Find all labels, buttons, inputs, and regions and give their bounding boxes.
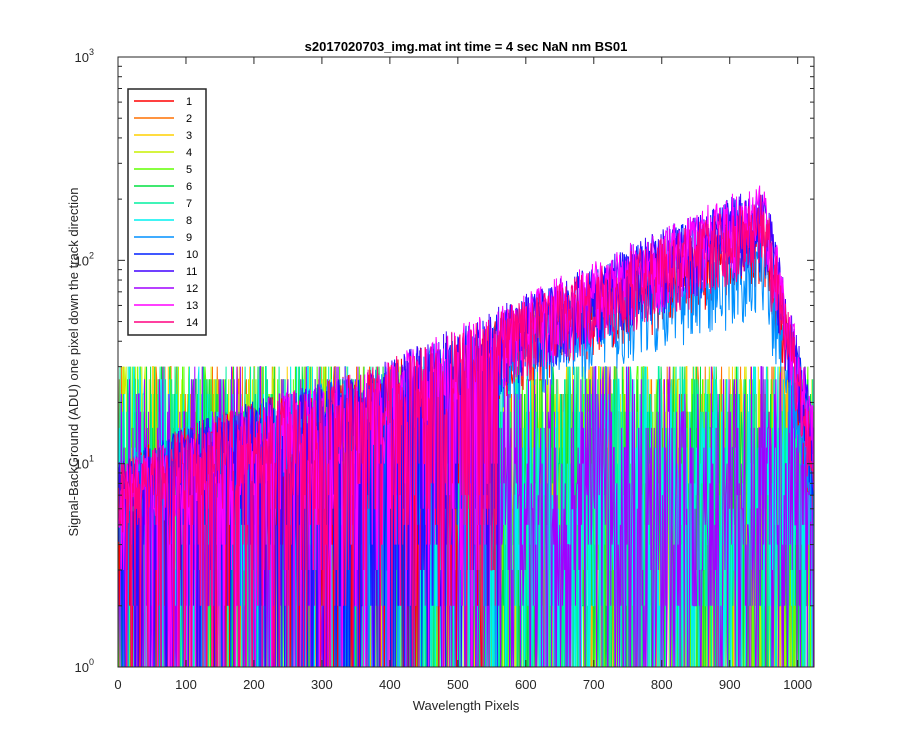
legend-item-10[interactable]: 10: [134, 249, 198, 261]
legend-label: 8: [186, 215, 192, 227]
x-tick-label: 300: [311, 677, 333, 692]
x-axis-label: Wavelength Pixels: [413, 698, 520, 713]
y-tick-exponent: 2: [89, 250, 94, 260]
legend-item-2[interactable]: 2: [134, 113, 192, 125]
series-group: [118, 185, 814, 667]
x-tick-label: 900: [719, 677, 741, 692]
legend-label: 10: [186, 249, 198, 261]
x-tick-label: 800: [651, 677, 673, 692]
x-axis-ticks: 0 100 200 300 400 500 600 700 800 900 1000: [114, 57, 812, 692]
legend-item-11[interactable]: 11: [134, 266, 197, 278]
y-tick-label: 100: [75, 657, 94, 675]
legend-label: 2: [186, 113, 192, 125]
y-tick-label: 102: [75, 250, 94, 268]
legend-item-5[interactable]: 5: [134, 164, 192, 176]
x-tick-label: 600: [515, 677, 537, 692]
plot-frame: [117, 56, 815, 668]
legend-item-8[interactable]: 8: [134, 215, 192, 227]
y-tick-exponent: 3: [89, 47, 94, 57]
x-tick-label: 0: [114, 677, 121, 692]
x-tick-label: 700: [583, 677, 605, 692]
legend-item-7[interactable]: 7: [134, 198, 192, 210]
x-tick-label: 500: [447, 677, 469, 692]
y-tick-exponent: 1: [89, 454, 94, 464]
legend-item-14[interactable]: 14: [134, 317, 198, 329]
legend-item-6[interactable]: 6: [134, 181, 192, 193]
legend-item-9[interactable]: 9: [134, 232, 192, 244]
legend-label: 13: [186, 300, 198, 312]
x-tick-label: 200: [243, 677, 265, 692]
y-axis-label: Signal-BackGround (ADU) one pixel down t…: [66, 187, 81, 536]
legend-label: 5: [186, 164, 192, 176]
legend-item-13[interactable]: 13: [134, 300, 198, 312]
x-tick-label: 100: [175, 677, 197, 692]
legend-label: 4: [186, 147, 192, 159]
legend-item-3[interactable]: 3: [134, 130, 192, 142]
x-tick-label: 400: [379, 677, 401, 692]
legend-label: 7: [186, 198, 192, 210]
legend-item-4[interactable]: 4: [134, 147, 192, 159]
legend-label: 9: [186, 232, 192, 244]
y-tick-base: 10: [75, 253, 89, 268]
y-tick-base: 10: [75, 50, 89, 65]
y-tick-base: 10: [75, 457, 89, 472]
legend-label: 14: [186, 317, 198, 329]
series-line-14: [118, 194, 814, 667]
y-tick-exponent: 0: [89, 657, 94, 667]
chart-title: s2017020703_img.mat int time = 4 sec NaN…: [305, 39, 628, 54]
x-tick-label: 1000: [783, 677, 812, 692]
legend-item-1[interactable]: 1: [134, 96, 192, 108]
y-tick-label: 101: [75, 454, 94, 472]
y-tick-label: 103: [75, 47, 94, 65]
legend-box: [127, 88, 207, 336]
legend-label: 1: [186, 96, 192, 108]
y-tick-base: 10: [75, 660, 89, 675]
legend-item-12[interactable]: 12: [134, 283, 198, 295]
legend-label: 11: [186, 266, 197, 278]
legend-label: 6: [186, 181, 192, 193]
legend-label: 12: [186, 283, 198, 295]
legend-label: 3: [186, 130, 192, 142]
